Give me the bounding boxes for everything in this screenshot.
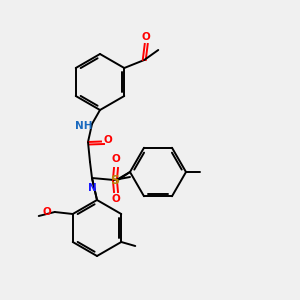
Text: O: O (112, 194, 120, 204)
Text: O: O (103, 135, 112, 145)
Text: O: O (42, 207, 51, 217)
Text: S: S (110, 173, 119, 187)
Text: O: O (142, 32, 151, 42)
Text: O: O (112, 154, 120, 164)
Text: NH: NH (75, 121, 93, 131)
Text: N: N (88, 183, 96, 193)
